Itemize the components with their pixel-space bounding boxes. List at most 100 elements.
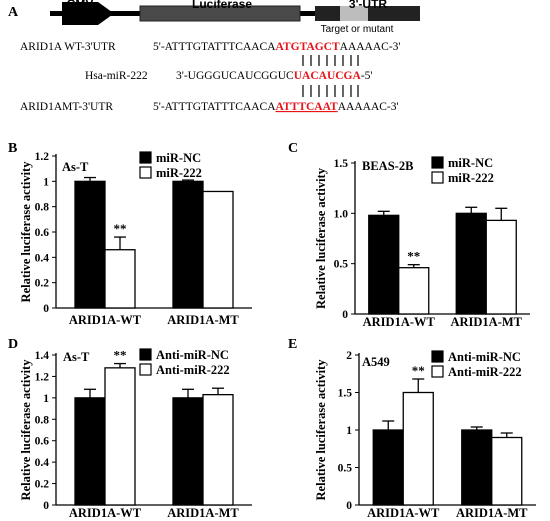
- chart-b-category-label: ARID1A-MT: [167, 313, 239, 327]
- chart-c-category-label: ARID1A-MT: [450, 315, 522, 329]
- utr-label: 3'-UTR: [349, 0, 388, 11]
- chart-d-ytick-label: 0.8: [35, 414, 50, 426]
- chart-d-legend-label: Anti-miR-NC: [156, 348, 229, 362]
- chart-b-ytick-label: 0.2: [35, 278, 50, 290]
- chart-b-ytick-label: 1: [43, 176, 49, 188]
- chart-c-legend-label: miR-222: [448, 171, 494, 185]
- mir-site: UACAUCGA: [294, 70, 362, 82]
- chart-b-legend-label: miR-222: [156, 166, 202, 180]
- chart-e-panel-label: E: [288, 337, 297, 352]
- chart-b-legend-swatch: [139, 151, 152, 164]
- chart-e-ytick-label: 1.5: [338, 388, 353, 400]
- chart-c-significance: **: [407, 249, 420, 264]
- chart-c-legend-label: miR-NC: [448, 156, 493, 170]
- chart-d-panel-label: D: [8, 337, 18, 352]
- chart-b-significance: **: [114, 221, 127, 236]
- chart-b-bar: [172, 180, 204, 309]
- chart-b-ytick-label: 0.8: [35, 202, 50, 214]
- chart-e-ytick-label: 0.5: [338, 463, 353, 475]
- chart-d-ylabel: Relative luciferase activity: [19, 359, 33, 501]
- luciferase-gene-box: [139, 5, 301, 22]
- chart-d-ytick-label: 0.4: [35, 457, 50, 469]
- wt-site: ATGTAGCT: [276, 41, 340, 53]
- chart-d-category-label: ARID1A-MT: [167, 506, 239, 520]
- chart-e-ytick-label: 2: [346, 350, 352, 362]
- chart-c-bar: [368, 214, 400, 315]
- chart-c-ytick-label: 0.5: [334, 259, 349, 271]
- panel-a-label: A: [8, 5, 19, 20]
- chart-c-ytick-label: 1.5: [334, 158, 349, 170]
- chart-c-ylabel: Relative luciferase activity: [314, 167, 328, 309]
- pairing-lines: [302, 55, 359, 97]
- mir-suffix: -5': [361, 70, 373, 82]
- luciferase-label: Luciferase: [192, 0, 252, 11]
- mt-utr-name: ARID1AMT-3'UTR: [20, 101, 113, 113]
- chart-c-panel-label: C: [288, 141, 298, 156]
- chart-b-category-label: ARID1A-WT: [69, 313, 142, 327]
- chart-e-bar: [461, 429, 493, 506]
- chart-d-legend-swatch: [139, 363, 152, 376]
- chart-d-ytick-label: 0.6: [35, 436, 50, 448]
- chart-e-bar: [402, 391, 434, 506]
- mt-prefix: 5'-ATTTGTATTTCAACA: [153, 101, 276, 113]
- mir-sequence: 3'-UGGGUCAUCGGUCUACAUCGA-5': [176, 70, 372, 82]
- mt-utr-sequence: 5'-ATTTGTATTTCAACAATTTCAATAAAAAC-3': [153, 101, 399, 113]
- chart-e-legend-swatch: [431, 365, 444, 378]
- chart-c-category-label: ARID1A-WT: [363, 315, 436, 329]
- chart-b-legend-label: miR-NC: [156, 151, 201, 165]
- chart-e-category-label: ARID1A-MT: [456, 506, 528, 520]
- wt-utr-name: ARID1A WT-3'UTR: [20, 41, 116, 53]
- chart-d-ytick-label: 1.4: [35, 350, 50, 362]
- mt-suffix: AAAAAC-3': [338, 101, 399, 113]
- chart-c-bar: [398, 267, 430, 315]
- panel-e-chart: E 0 0.5 1 1.5 2 Relative luciferase activity A5…: [288, 337, 536, 520]
- chart-c-bar: [455, 212, 487, 315]
- chart-c-bar: [485, 219, 517, 315]
- chart-b-bar: [104, 249, 136, 309]
- cmv-promoter-arrow: [62, 2, 114, 25]
- chart-b-ylabel: Relative luciferase activity: [19, 161, 33, 303]
- mir-prefix: 3'-UGGGUCAUCGGUC: [176, 70, 294, 82]
- chart-e-significance: **: [412, 363, 425, 378]
- chart-e-legend-swatch: [431, 350, 444, 363]
- chart-e-legend-label: Anti-miR-NC: [448, 350, 521, 364]
- chart-c-legend-swatch: [431, 171, 444, 184]
- chart-d-category-label: ARID1A-WT: [69, 506, 142, 520]
- chart-e-bar: [491, 436, 523, 506]
- chart-d-bar: [74, 397, 106, 506]
- chart-b-ytick-label: 0: [43, 303, 49, 315]
- chart-b-ytick-label: 0.4: [35, 252, 50, 264]
- chart-d-ytick-label: 0: [43, 500, 49, 512]
- chart-e-ytick-label: 0: [346, 500, 352, 512]
- chart-e-ylabel: Relative luciferase activity: [314, 359, 328, 501]
- chart-e-cell-line: A549: [362, 355, 390, 369]
- chart-c-ytick-label: 1.0: [334, 208, 349, 220]
- target-site-box: [340, 6, 368, 21]
- chart-b-bar: [202, 190, 234, 309]
- chart-c-ytick-label: 0: [342, 309, 348, 321]
- chart-b-panel-label: B: [8, 141, 17, 156]
- chart-b-bar: [74, 180, 106, 309]
- chart-d-cell-line: As-T: [63, 350, 90, 364]
- wt-utr-sequence: 5'-ATTTGTATTTCAACAATGTAGCTAAAAAC-3': [153, 41, 401, 53]
- chart-c-legend-swatch: [431, 156, 444, 169]
- chart-d-ytick-label: 1.2: [35, 371, 50, 383]
- chart-d-bar: [104, 367, 136, 506]
- chart-d-ytick-label: 0.2: [35, 479, 50, 491]
- cmv-label: CMV: [67, 0, 94, 11]
- mt-site: ATTTCAAT: [276, 101, 339, 113]
- chart-d-bar: [172, 397, 204, 506]
- chart-e-legend-label: Anti-miR-222: [448, 365, 522, 379]
- chart-d-legend-label: Anti-miR-222: [156, 363, 230, 377]
- panel-c-chart: C 0 0.5 1.0 1.5 Relative luciferase activity B…: [288, 141, 530, 329]
- chart-e-category-label: ARID1A-WT: [367, 506, 440, 520]
- wt-suffix: AAAAAC-3': [340, 41, 401, 53]
- mir-name: Hsa-miR-222: [85, 70, 148, 82]
- panel-a: A CMV Luciferase 3'-UTR Target or mutant…: [8, 0, 420, 113]
- wt-prefix: 5'-ATTTGTATTTCAACA: [153, 41, 276, 53]
- target-note: Target or mutant: [321, 24, 394, 35]
- chart-b-legend-swatch: [139, 166, 152, 179]
